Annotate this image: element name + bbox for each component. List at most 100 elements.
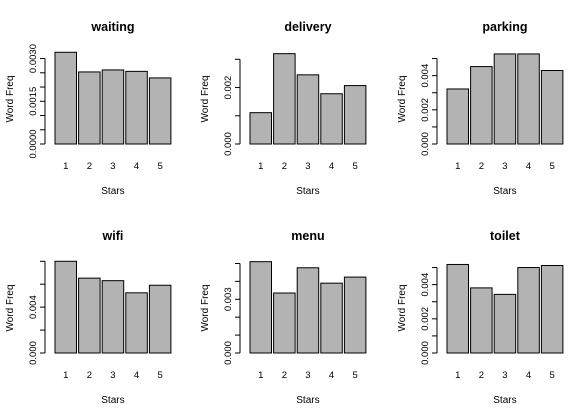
- x-tick-label: 2: [479, 161, 484, 172]
- y-axis-label: Word Freq: [5, 284, 16, 331]
- x-tick-label: 2: [282, 370, 287, 381]
- y-axis-label: Word Freq: [5, 75, 16, 122]
- x-tick-label: 5: [353, 161, 358, 172]
- x-tick-label: 5: [550, 161, 555, 172]
- chart-title: toilet: [490, 229, 521, 243]
- bar-menu-4: [320, 282, 343, 354]
- x-axis-label: Stars: [296, 186, 319, 197]
- bar-waiting-5: [148, 77, 172, 145]
- y-tick-label: 0.002: [420, 307, 431, 331]
- bar-delivery-3: [296, 74, 320, 145]
- bar-waiting-4: [125, 70, 148, 145]
- bar-delivery-4: [320, 93, 343, 145]
- x-tick-label: 1: [455, 370, 460, 381]
- chart-panel-menu: menu 1 2 3 4 5 0.000 0.003 Word Freq Stars: [200, 229, 367, 406]
- bar-waiting-2: [78, 71, 101, 145]
- y-axis-label: Word Freq: [397, 284, 408, 331]
- y-tick-label: 0.000: [223, 132, 234, 156]
- x-tick-label: 4: [329, 370, 334, 381]
- x-axis-label: Stars: [101, 395, 124, 406]
- chart-title: wifi: [102, 229, 124, 243]
- x-tick-label: 5: [353, 370, 358, 381]
- x-tick-label: 5: [158, 370, 163, 381]
- x-tick-label: 3: [110, 161, 115, 172]
- x-tick-label: 3: [502, 161, 507, 172]
- y-axis-label: Word Freq: [200, 284, 211, 331]
- bar-wifi-5: [148, 284, 172, 354]
- y-tick-label: 0.000: [28, 341, 39, 365]
- x-axis-label: Stars: [101, 186, 124, 197]
- x-tick-label: 1: [258, 370, 263, 381]
- bar-waiting-1: [54, 51, 77, 145]
- bar-toilet-4: [517, 267, 540, 354]
- chart-title: waiting: [90, 20, 134, 34]
- bar-menu-2: [273, 292, 296, 354]
- x-tick-label: 4: [526, 161, 531, 172]
- bar-menu-3: [296, 267, 320, 354]
- x-tick-label: 3: [305, 161, 310, 172]
- bar-parking-3: [493, 53, 517, 145]
- bar-wifi-3: [101, 280, 125, 354]
- y-tick-label: 0.0000: [28, 129, 39, 158]
- bar-delivery-1: [249, 112, 272, 145]
- y-tick-label: 0.000: [223, 341, 234, 365]
- x-tick-label: 2: [282, 161, 287, 172]
- x-tick-label: 2: [87, 161, 92, 172]
- x-tick-label: 1: [63, 370, 68, 381]
- chart-title: delivery: [284, 20, 331, 34]
- y-tick-label: 0.002: [223, 76, 234, 100]
- x-axis-label: Stars: [296, 395, 319, 406]
- x-axis-label: Stars: [493, 395, 516, 406]
- chart-panel-waiting: waiting 1 2 3 4 5 0.0000 0.0015 0.0030 Word Freq S…: [5, 20, 172, 197]
- bar-toilet-5: [540, 264, 564, 354]
- x-tick-label: 1: [455, 161, 460, 172]
- x-tick-label: 5: [550, 370, 555, 381]
- bar-toilet-1: [446, 263, 469, 354]
- chart-panel-toilet: toilet 1 2 3 4 5 0.000 0.002 0.004 Word Freq Stars: [397, 229, 564, 406]
- chart-panel-parking: parking 1 2 3 4 5 0.000 0.002 0.004 Word Freq Star…: [397, 20, 564, 197]
- chart-panel-delivery: delivery 1 2 3 4 5 0.000 0.002 Word Freq Stars: [200, 20, 367, 197]
- x-tick-label: 5: [158, 161, 163, 172]
- chart-panel-wifi: wifi 1 2 3 4 5 0.000 0.004 Word Freq Stars: [5, 229, 172, 406]
- x-tick-label: 4: [526, 370, 531, 381]
- y-tick-label: 0.004: [28, 295, 39, 319]
- y-tick-label: 0.0030: [28, 44, 39, 73]
- bar-menu-5: [343, 276, 367, 354]
- x-tick-label: 1: [258, 161, 263, 172]
- bar-toilet-2: [470, 287, 493, 354]
- y-tick-label: 0.002: [420, 98, 431, 122]
- x-tick-label: 3: [110, 370, 115, 381]
- y-axis-label: Word Freq: [200, 75, 211, 122]
- chart-title: parking: [482, 20, 527, 34]
- x-tick-label: 2: [479, 370, 484, 381]
- bar-wifi-4: [125, 292, 148, 354]
- y-tick-label: 0.003: [223, 287, 234, 311]
- bar-parking-4: [517, 53, 540, 145]
- x-tick-label: 4: [329, 161, 334, 172]
- bar-waiting-3: [101, 69, 125, 145]
- x-tick-label: 4: [134, 161, 139, 172]
- y-tick-label: 0.004: [420, 273, 431, 297]
- x-tick-label: 2: [87, 370, 92, 381]
- x-axis-label: Stars: [493, 186, 516, 197]
- chart-title: menu: [291, 229, 324, 243]
- bar-delivery-2: [273, 53, 296, 145]
- y-axis-label: Word Freq: [397, 75, 408, 122]
- bar-parking-5: [540, 70, 564, 145]
- bar-menu-1: [249, 261, 272, 354]
- y-tick-label: 0.000: [420, 132, 431, 156]
- bar-toilet-3: [493, 293, 517, 354]
- y-tick-label: 0.0015: [28, 87, 39, 116]
- x-tick-label: 1: [63, 161, 68, 172]
- y-tick-label: 0.000: [420, 341, 431, 365]
- bar-parking-2: [470, 66, 493, 145]
- x-tick-label: 4: [134, 370, 139, 381]
- bar-delivery-5: [343, 85, 367, 145]
- x-tick-label: 3: [502, 370, 507, 381]
- y-tick-label: 0.004: [420, 64, 431, 88]
- bar-wifi-1: [54, 260, 77, 354]
- x-tick-label: 3: [305, 370, 310, 381]
- bar-wifi-2: [78, 277, 101, 354]
- bar-parking-1: [446, 88, 469, 145]
